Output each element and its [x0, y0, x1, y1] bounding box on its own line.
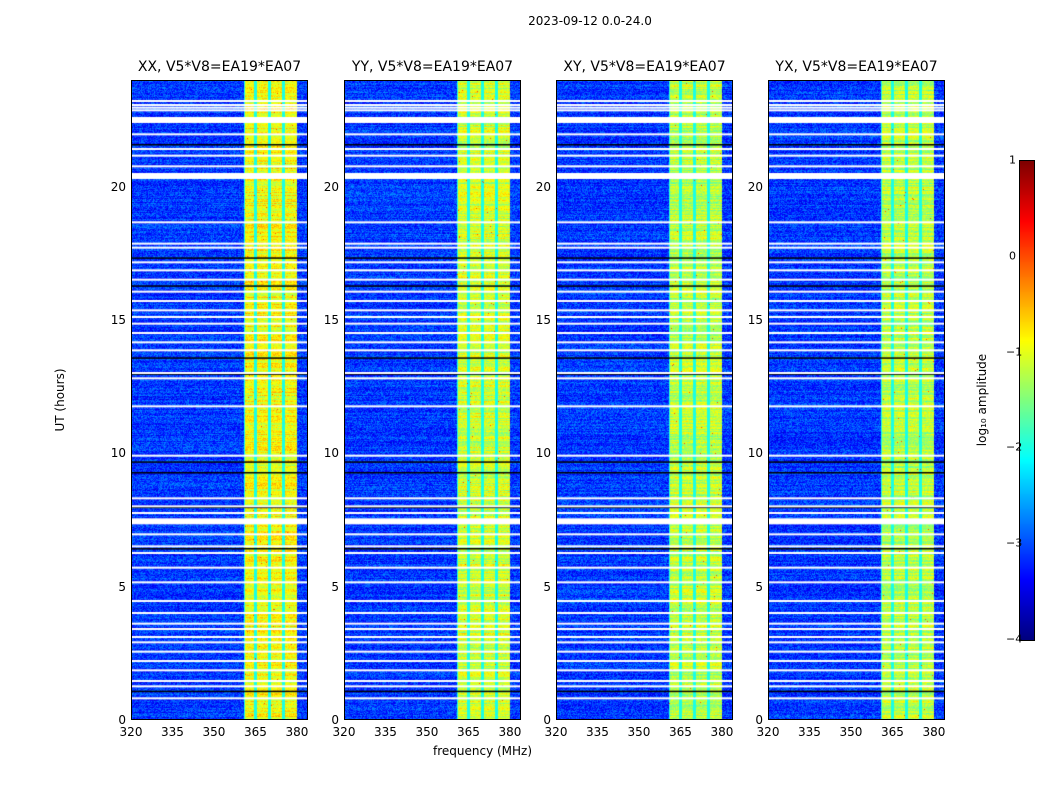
x-tick-label: 365 — [244, 725, 267, 739]
axes-frame — [556, 80, 733, 720]
x-tick-label: 365 — [457, 725, 480, 739]
spectrogram-heatmap — [556, 80, 733, 720]
x-tick-label: 320 — [332, 725, 356, 739]
y-tick-label: 15 — [747, 313, 763, 327]
y-tick-label: 20 — [747, 179, 763, 194]
panel-title: YY, V5*V8=EA19*EA07 — [351, 59, 514, 75]
y-tick-label: 10 — [110, 446, 126, 461]
x-tick-label: 320 — [756, 725, 780, 739]
y-tick-label: 5 — [331, 579, 339, 594]
axes-frame — [344, 80, 521, 720]
x-tick-label: 365 — [669, 725, 692, 739]
x-tick-label: 380 — [710, 725, 734, 739]
colorbar-tick-label: −1 — [1006, 345, 1023, 359]
spectrogram-panel-3: YX, V5*V8=EA19*EA07 320 335 350 365 380 0 5 10 15… — [748, 59, 946, 739]
colorbar-tick-label: 0 — [1009, 249, 1016, 263]
x-axis-label: frequency (MHz) — [433, 744, 533, 758]
y-tick-label: 0 — [331, 713, 339, 727]
y-tick-label: 5 — [118, 579, 126, 594]
panel-title: XY, V5*V8=EA19*EA07 — [563, 59, 726, 75]
x-tick-label: 350 — [202, 725, 226, 739]
y-tick-label: 0 — [543, 713, 551, 727]
y-tick-label: 10 — [323, 446, 339, 461]
x-tick-label: 335 — [374, 725, 397, 739]
colorbar-tick-label: −3 — [1006, 536, 1023, 550]
x-tick-label: 335 — [161, 725, 184, 739]
y-tick-label: 20 — [535, 179, 551, 194]
colorbar — [1019, 160, 1035, 641]
x-tick-label: 350 — [627, 725, 651, 739]
colorbar-tick-label: −2 — [1006, 440, 1023, 454]
panel-title: XX, V5*V8=EA19*EA07 — [137, 59, 302, 75]
spectrogram-heatmap — [344, 80, 521, 720]
x-tick-label: 335 — [586, 725, 609, 739]
y-tick-label: 5 — [755, 579, 763, 594]
spectrogram-heatmap — [131, 80, 308, 720]
x-tick-label: 380 — [922, 725, 946, 739]
colorbar-tick-label: 1 — [1009, 153, 1016, 167]
panel-title: YX, V5*V8=EA19*EA07 — [775, 59, 938, 75]
colorbar-label: log₁₀ amplitude — [975, 353, 989, 447]
colorbar-tick-label: −4 — [1006, 632, 1023, 646]
x-tick-label: 320 — [544, 725, 568, 739]
x-tick-label: 380 — [285, 725, 309, 739]
y-tick-label: 20 — [323, 179, 339, 194]
x-tick-label: 365 — [881, 725, 904, 739]
y-axis-label: UT (hours) — [53, 368, 67, 432]
axes-frame — [131, 80, 308, 720]
x-tick-label: 350 — [839, 725, 863, 739]
spectrogram-panel-0: XX, V5*V8=EA19*EA07 320 335 350 365 380 0 5 10 15… — [111, 59, 309, 739]
y-tick-label: 15 — [323, 313, 339, 327]
axes-frame — [768, 80, 945, 720]
y-tick-label: 10 — [535, 446, 551, 461]
x-tick-label: 320 — [119, 725, 143, 739]
y-tick-label: 10 — [747, 446, 763, 461]
spectrogram-panel-2: XY, V5*V8=EA19*EA07 320 335 350 365 380 0 5 10 15… — [536, 59, 734, 739]
x-tick-label: 350 — [415, 725, 439, 739]
y-tick-label: 15 — [535, 313, 551, 327]
y-tick-label: 5 — [543, 579, 551, 594]
spectrogram-heatmap — [768, 80, 945, 720]
x-tick-label: 380 — [498, 725, 522, 739]
x-tick-label: 335 — [798, 725, 821, 739]
y-tick-label: 0 — [118, 713, 126, 727]
figure-title: 2023-09-12 0.0-24.0 — [528, 14, 652, 28]
y-tick-label: 15 — [110, 313, 126, 327]
y-tick-label: 20 — [110, 179, 126, 194]
spectrogram-panel-1: YY, V5*V8=EA19*EA07 320 335 350 365 380 0 5 10 15… — [324, 59, 522, 739]
y-tick-label: 0 — [755, 713, 763, 727]
